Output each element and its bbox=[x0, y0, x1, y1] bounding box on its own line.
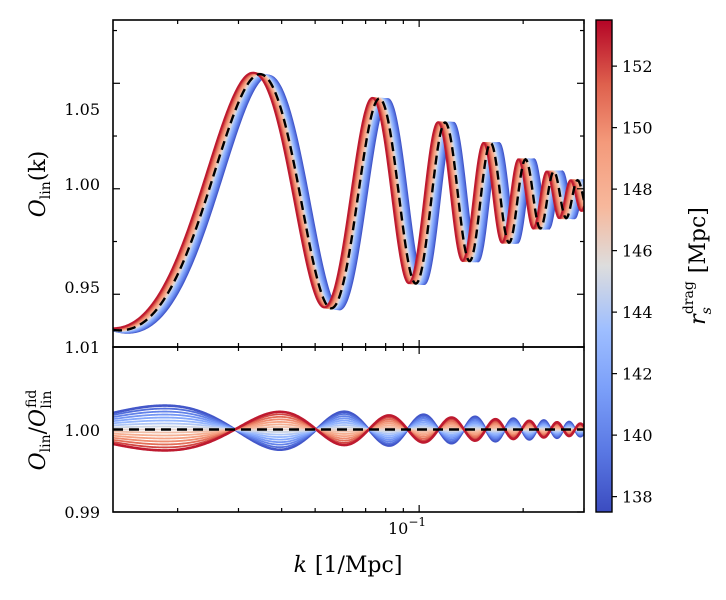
bottom-panel-curves bbox=[113, 404, 584, 452]
top-fiducial-dashed-line bbox=[113, 72, 584, 332]
colorbar bbox=[595, 19, 613, 513]
axis-ticks bbox=[113, 20, 585, 513]
top-panel-curves bbox=[113, 71, 584, 334]
bottom-ytick-label-1: 1.01 bbox=[64, 338, 100, 357]
colorbar-label: rsdrag[Mpc] bbox=[681, 207, 715, 325]
x-axis-label: k [1/Mpc] bbox=[294, 553, 403, 578]
bottom-ytick-label-2: 1.00 bbox=[64, 421, 100, 440]
top-series-line-rs-138 bbox=[113, 74, 584, 334]
colorbar-tick-label-3: 146 bbox=[622, 242, 653, 261]
colorbar-tick-label-5: 142 bbox=[622, 365, 653, 384]
colorbar-tick-label-6: 140 bbox=[622, 426, 653, 445]
top-y-axis-label: Olin(k) bbox=[26, 151, 54, 218]
bottom-y-axis-label: Olin/Ofidlin bbox=[24, 390, 55, 471]
top-series-line-rs-143 bbox=[113, 73, 584, 333]
colorbar-tick-label-7: 138 bbox=[622, 488, 653, 507]
colorbar-tick-label-2: 148 bbox=[622, 180, 653, 199]
colorbar-tick-label-0: 152 bbox=[622, 57, 653, 76]
colorbar-ticks: 152 150 148 146 144 142 140 138 bbox=[612, 57, 653, 507]
xtick-label: 10−1 bbox=[388, 515, 426, 538]
colorbar-tick-label-1: 150 bbox=[622, 119, 653, 138]
top-series-line-rs-144 bbox=[113, 73, 584, 332]
top-series-line-rs-140 bbox=[113, 74, 584, 334]
top-series-line-rs-141 bbox=[113, 74, 584, 333]
top-ytick-label-1: 1.05 bbox=[64, 100, 100, 119]
top-series-line-rs-142 bbox=[113, 73, 584, 333]
top-ytick-label-2: 1.00 bbox=[64, 175, 100, 194]
colorbar-tick-label-4: 144 bbox=[622, 303, 653, 322]
top-ytick-label-3: 0.95 bbox=[64, 278, 100, 297]
bottom-ytick-label-3: 0.99 bbox=[64, 503, 100, 522]
top-series-line-rs-139 bbox=[113, 74, 584, 334]
